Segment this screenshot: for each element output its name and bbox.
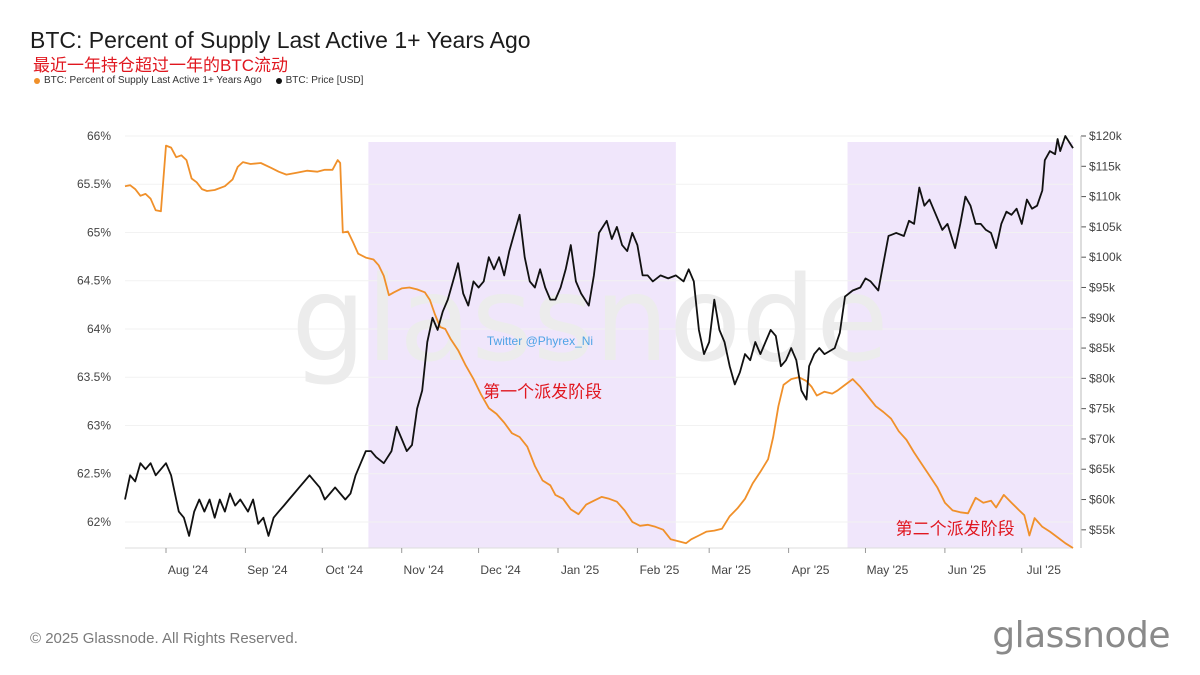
y-right-tick-label: $90k — [1089, 311, 1116, 325]
x-tick-label: Jun '25 — [948, 563, 987, 577]
y-right-tick-label: $115k — [1089, 159, 1122, 173]
x-tick-label: May '25 — [867, 563, 909, 577]
shaded-periods — [368, 142, 1073, 548]
shaded-period-1 — [368, 142, 676, 548]
footer-copyright: © 2025 Glassnode. All Rights Reserved. — [30, 630, 298, 647]
x-tick-label: Apr '25 — [792, 563, 830, 577]
x-tick-label: Jan '25 — [561, 563, 600, 577]
legend-item-supply[interactable]: BTC: Percent of Supply Last Active 1+ Ye… — [34, 75, 262, 86]
y-left-tick-label: 64.5% — [77, 274, 111, 288]
y-left-tick-label: 62% — [87, 515, 111, 529]
x-tick-label: Feb '25 — [640, 563, 680, 577]
x-tick-label: Mar '25 — [711, 563, 751, 577]
y-right-tick-label: $105k — [1089, 220, 1123, 234]
y-right-tick-label: $85k — [1089, 341, 1116, 355]
annotation-2: 第二个派发阶段 — [896, 519, 1015, 539]
legend-label-supply: BTC: Percent of Supply Last Active 1+ Ye… — [44, 75, 262, 86]
y-left-tick-label: 63.5% — [77, 370, 111, 384]
chart-title: BTC: Percent of Supply Last Active 1+ Ye… — [30, 27, 531, 53]
y-right-tick-label: $95k — [1089, 280, 1116, 294]
y-right-tick-label: $65k — [1089, 462, 1116, 476]
y-right-tick-label: $100k — [1089, 250, 1123, 264]
x-tick-label: Nov '24 — [404, 563, 445, 577]
axes: 62% 62.5% 63% 63.5% 64% 64.5% 65% 65.5% 66% $55k $… — [77, 129, 1123, 577]
legend-swatch-price — [275, 77, 282, 84]
y-right-tick-label: $110k — [1089, 190, 1122, 204]
glassnode-logo[interactable]: glassnode — [992, 615, 1170, 656]
series-supply-line — [124, 144, 1074, 549]
annotation-1: 第一个派发阶段 — [483, 382, 602, 402]
legend-label-price: BTC: Price [USD] — [285, 75, 364, 86]
legend: BTC: Percent of Supply Last Active 1+ Ye… — [34, 75, 363, 86]
shaded-period-2 — [847, 142, 1073, 548]
x-tick-label: Aug '24 — [168, 563, 209, 577]
y-right-tick-label: $70k — [1089, 432, 1116, 446]
series-price-line — [124, 135, 1074, 537]
legend-swatch-supply — [34, 77, 40, 84]
y-left-tick-label: 63% — [87, 418, 111, 432]
y-right-tick-label: $75k — [1089, 402, 1116, 416]
chart-subtitle: 最近一年持仓超过一年的BTC流动 — [33, 56, 288, 75]
y-right-tick-label: $80k — [1089, 371, 1116, 385]
y-left-tick-label: 65.5% — [77, 177, 111, 191]
x-tick-label: Jul '25 — [1027, 563, 1062, 577]
y-right-tick-label: $120k — [1089, 129, 1123, 143]
x-tick-label: Sep '24 — [247, 563, 288, 577]
gridlines — [125, 135, 1073, 523]
watermark: glassnode — [291, 250, 888, 388]
x-tick-label: Dec '24 — [480, 563, 521, 577]
y-left-tick-label: 65% — [87, 225, 111, 239]
y-right-tick-label: $60k — [1089, 493, 1116, 507]
x-tick-label: Oct '24 — [325, 563, 363, 577]
legend-item-price[interactable]: BTC: Price [USD] — [275, 75, 364, 86]
twitter-credit: Twitter @Phyrex_Ni — [487, 334, 593, 348]
y-left-tick-label: 62.5% — [77, 467, 111, 481]
series-lines — [124, 135, 1074, 549]
y-left-tick-label: 64% — [87, 322, 111, 336]
y-left-tick-label: 66% — [87, 129, 111, 143]
y-right-tick-label: $55k — [1089, 523, 1116, 537]
